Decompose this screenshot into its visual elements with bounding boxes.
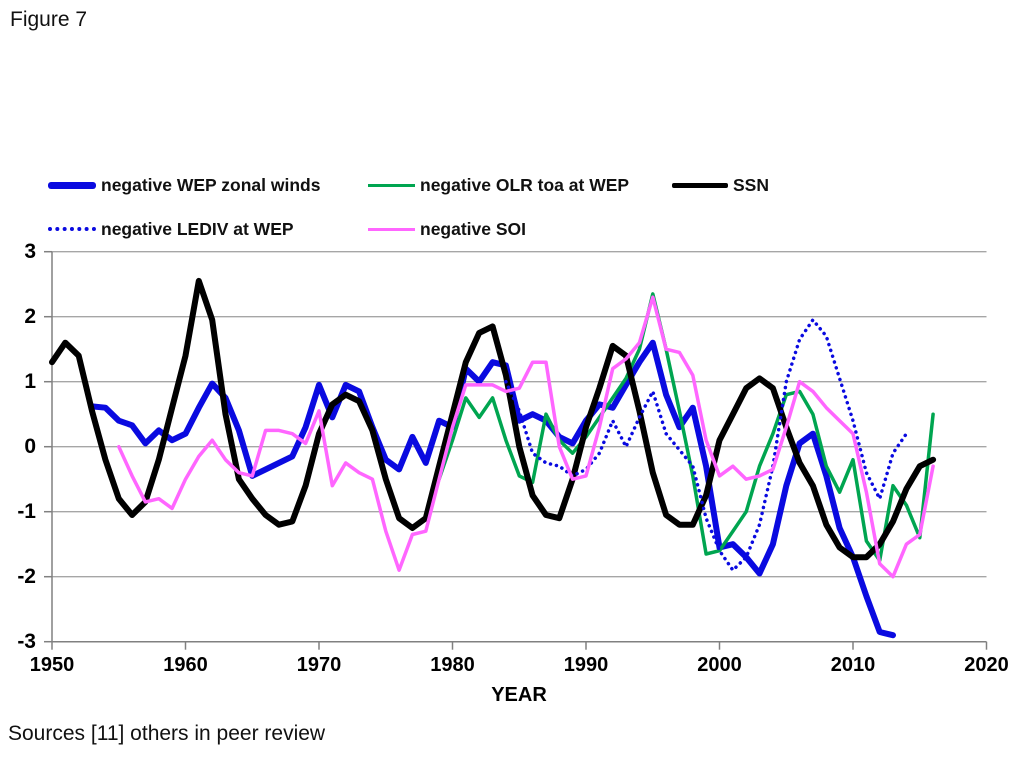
figure-label: Figure 7 bbox=[10, 8, 88, 31]
soi-line-swatch-icon bbox=[368, 227, 415, 231]
y-tick-label: 1 bbox=[24, 369, 36, 393]
wep-zonal-winds-line-swatch-icon bbox=[48, 181, 96, 189]
ssn-line-swatch-icon bbox=[672, 182, 728, 188]
legend-item-ssn: SSN bbox=[672, 173, 769, 197]
x-tick-label: 2000 bbox=[697, 654, 742, 676]
legend-label: negative OLR toa at WEP bbox=[420, 174, 630, 195]
legend-item-lediv: negative LEDIV at WEP bbox=[48, 217, 294, 241]
y-tick-label: -3 bbox=[17, 629, 36, 653]
y-tick-label: 2 bbox=[24, 304, 36, 328]
x-tick-label: 1990 bbox=[563, 654, 609, 676]
olr-line-swatch-icon bbox=[368, 183, 415, 187]
legend-item-olr: negative OLR toa at WEP bbox=[368, 173, 629, 197]
legend-item-soi: negative SOI bbox=[368, 217, 526, 241]
legend-label: negative SOI bbox=[420, 218, 527, 239]
x-tick-label: 1970 bbox=[296, 654, 342, 676]
x-tick-label: 1960 bbox=[163, 654, 208, 676]
x-tick-label: 2010 bbox=[830, 654, 876, 676]
legend-item-wep-zonal-winds: negative WEP zonal winds bbox=[48, 173, 320, 197]
y-tick-label: -2 bbox=[17, 564, 36, 588]
y-tick-label: 3 bbox=[24, 239, 36, 263]
legend-label: negative WEP zonal winds bbox=[101, 174, 321, 195]
legend-label: SSN bbox=[733, 174, 769, 195]
y-tick-label: -1 bbox=[17, 499, 36, 523]
lediv-dotted-line-swatch-icon bbox=[48, 227, 96, 231]
legend-label: negative LEDIV at WEP bbox=[101, 218, 294, 239]
source-note: Sources [11] others in peer review bbox=[8, 722, 326, 745]
y-tick-label: 0 bbox=[24, 434, 36, 458]
x-tick-label: 2020 bbox=[964, 654, 1009, 676]
x-tick-label: 1950 bbox=[29, 654, 75, 676]
x-axis-title: YEAR bbox=[491, 684, 547, 706]
x-tick-label: 1980 bbox=[430, 654, 475, 676]
